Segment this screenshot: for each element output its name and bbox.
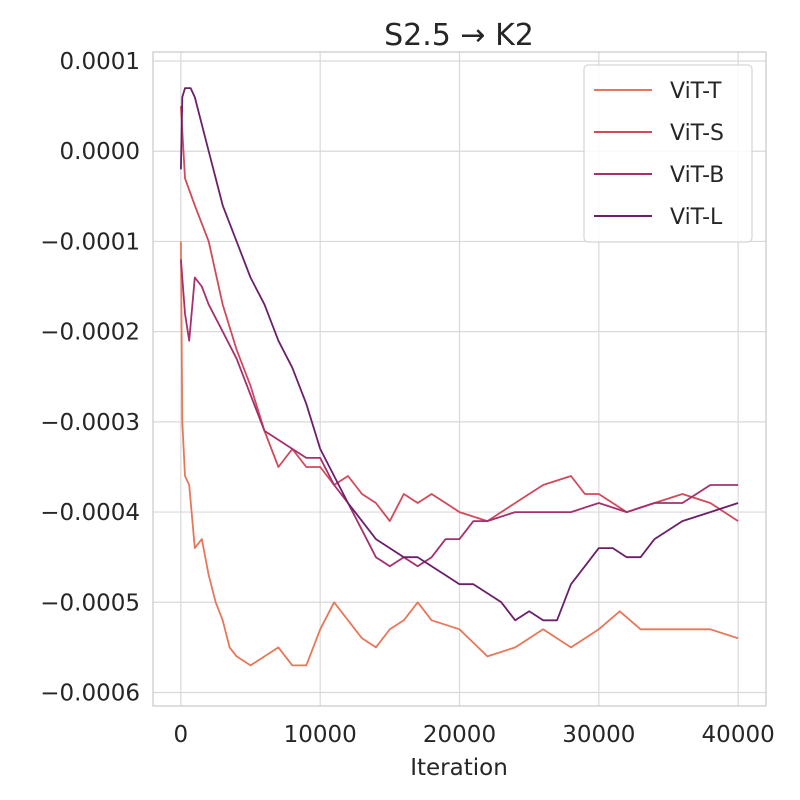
- x-tick-labels: 0 10000 20000 30000 40000: [174, 722, 775, 748]
- legend-label: ViT-T: [670, 79, 722, 104]
- y-tick-label: −0.0002: [40, 320, 140, 346]
- grid: [153, 52, 766, 706]
- y-tick-label: −0.0004: [40, 500, 140, 526]
- plot-frame: [152, 51, 767, 707]
- series-line-vit-s: [180, 106, 739, 522]
- x-tick-label: 0: [174, 722, 189, 748]
- y-tick-label: −0.0001: [40, 229, 140, 255]
- series-line-vit-t: [180, 241, 739, 667]
- chart-title: S2.5 → K2: [384, 18, 534, 53]
- y-tick-label: −0.0006: [40, 680, 140, 706]
- x-axis-label: Iteration: [410, 755, 508, 781]
- y-tick-label: −0.0003: [40, 410, 140, 436]
- y-tick-label: −0.0005: [40, 590, 140, 616]
- y-tick-label: 0.0001: [60, 49, 140, 75]
- x-tick-label: 10000: [284, 722, 357, 748]
- legend-label: ViT-B: [670, 163, 724, 188]
- series-line-vit-b: [180, 259, 739, 568]
- legend-label: ViT-L: [670, 205, 723, 230]
- x-tick-label: 30000: [562, 722, 635, 748]
- legend-label: ViT-S: [670, 121, 724, 146]
- legend: ViT-T ViT-S ViT-B ViT-L: [583, 64, 753, 243]
- series-line-vit-l: [180, 87, 739, 622]
- y-tick-labels: 0.0001 0.0000 −0.0001 −0.0002 −0.0003 −0.0004…: [40, 49, 140, 706]
- x-tick-label: 40000: [702, 722, 775, 748]
- x-tick-label: 20000: [423, 722, 496, 748]
- y-tick-label: 0.0000: [60, 139, 140, 165]
- legend-box: [583, 64, 753, 243]
- series-layer: [180, 87, 739, 667]
